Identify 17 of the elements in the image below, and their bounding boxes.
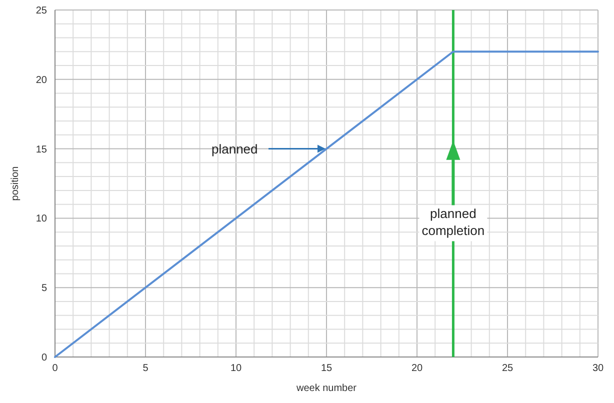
ref-line-label: planned completion: [422, 206, 485, 238]
y-tick-label: 0: [41, 352, 48, 364]
x-tick-label: 20: [411, 363, 423, 374]
x-axis-title: week number: [295, 383, 358, 394]
x-tick-label: 25: [502, 363, 514, 374]
x-tick-label: 5: [142, 363, 149, 374]
x-tick-label: 10: [230, 363, 242, 374]
y-tick-label: 15: [36, 144, 48, 156]
y-axis-title: position: [10, 166, 21, 201]
y-tick-label: 10: [36, 214, 48, 225]
y-tick-label: 5: [41, 283, 48, 294]
x-tick-label: 0: [52, 363, 58, 374]
annotation: planned: [212, 141, 258, 156]
x-tick-label: 30: [592, 363, 604, 374]
y-tick-label: 20: [36, 74, 48, 86]
x-tick-label: 15: [320, 363, 332, 374]
y-tick-label: 25: [36, 6, 48, 16]
